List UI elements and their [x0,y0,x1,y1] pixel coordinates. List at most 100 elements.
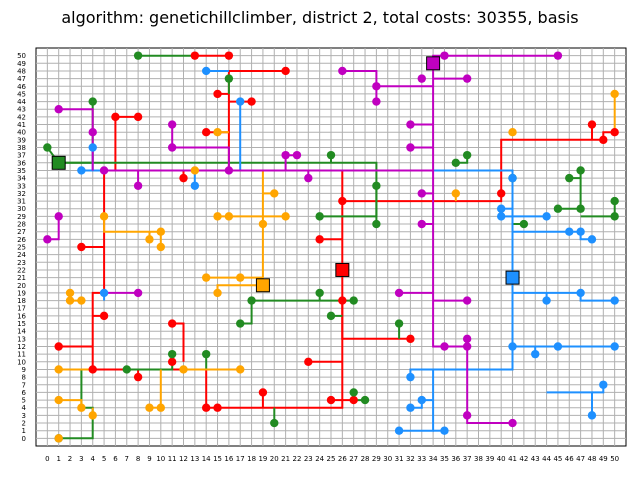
y-tick-label: 14 [17,328,26,336]
y-tick-label: 22 [17,266,26,274]
x-tick-label: 6 [113,455,118,463]
x-tick-label: 7 [125,455,129,463]
house-point [496,204,506,213]
house-point [213,403,222,412]
house-point [553,204,563,213]
house-point [156,403,166,412]
x-tick-label: 0 [45,455,49,463]
y-tick-label: 11 [17,351,26,359]
x-tick-label: 1 [56,455,60,463]
house-point [213,127,222,137]
house-point [372,181,381,190]
house-point [236,273,245,282]
house-point [54,342,63,351]
house-point [565,173,574,183]
x-tick-label: 33 [417,455,426,463]
house-point [43,235,52,244]
battery-marker [505,270,520,285]
house-point [406,403,415,412]
house-point [315,288,324,298]
house-point [417,219,426,229]
y-tick-label: 5 [22,397,26,405]
x-tick-label: 9 [147,455,151,463]
x-tick-label: 23 [304,455,313,463]
y-tick-label: 23 [17,259,26,267]
house-point [349,395,358,405]
house-point [462,334,472,344]
house-point [77,242,86,252]
y-tick-label: 36 [17,159,26,167]
x-tick-label: 11 [168,455,177,463]
house-point [508,127,517,137]
x-tick-label: 17 [236,455,245,463]
house-point [179,173,188,183]
house-point [88,143,97,152]
house-point [394,426,404,435]
house-point [315,212,324,221]
x-tick-label: 35 [440,455,449,463]
house-point [236,319,245,328]
house-point [508,173,517,183]
house-point [576,227,585,236]
cable-line [103,216,161,233]
y-tick-label: 31 [17,198,26,206]
y-tick-label: 42 [17,113,26,121]
house-point [610,89,619,99]
house-point [440,342,449,351]
house-point [167,143,177,152]
house-point [553,342,563,351]
y-tick-label: 41 [17,121,26,129]
x-tick-label: 24 [315,455,324,463]
house-point [190,181,200,190]
house-point [451,158,461,168]
house-point [54,395,63,405]
y-tick-label: 47 [17,75,26,83]
house-point [201,66,211,76]
house-point [247,296,256,305]
y-tick-label: 3 [22,412,26,420]
house-point [326,395,336,405]
house-point [167,319,177,328]
y-tick-label: 46 [17,83,26,91]
y-tick-label: 30 [17,205,26,213]
house-point [236,97,245,106]
x-tick-label: 18 [247,455,256,463]
house-point [281,66,290,76]
house-point [531,349,540,359]
house-point [99,311,109,321]
y-tick-label: 39 [17,136,26,144]
x-tick-label: 43 [531,455,540,463]
axis-ticks: 0 1 2 3 4 5 6 7 8 9 10 11 12 13 14 15 16 17 18 19 20 21 22 23 24… [17,52,619,463]
x-tick-label: 39 [485,455,494,463]
house-point [224,166,234,175]
house-point [281,212,290,221]
house-point [201,127,211,137]
house-point [167,120,177,129]
house-point [236,365,245,374]
house-point [587,120,597,129]
battery-marker [335,262,350,277]
house-point [576,204,585,213]
y-tick-label: 40 [17,129,26,137]
house-point [610,342,619,351]
house-point [462,296,472,305]
house-point [201,403,211,412]
house-point [406,334,415,344]
house-point [99,212,109,221]
y-tick-label: 29 [17,213,26,221]
house-point [167,357,177,367]
x-tick-label: 30 [383,455,392,463]
y-tick-label: 6 [22,389,27,397]
house-point [496,212,506,221]
chart-title: algorithm: genetichillclimber, district … [61,8,579,27]
x-tick-label: 16 [224,455,233,463]
house-point [270,189,279,198]
y-tick-label: 32 [17,190,26,198]
y-tick-label: 10 [17,358,26,366]
house-point [190,51,200,60]
house-point [65,288,75,298]
house-point [315,235,324,244]
y-tick-label: 38 [17,144,26,152]
house-point [281,150,290,160]
